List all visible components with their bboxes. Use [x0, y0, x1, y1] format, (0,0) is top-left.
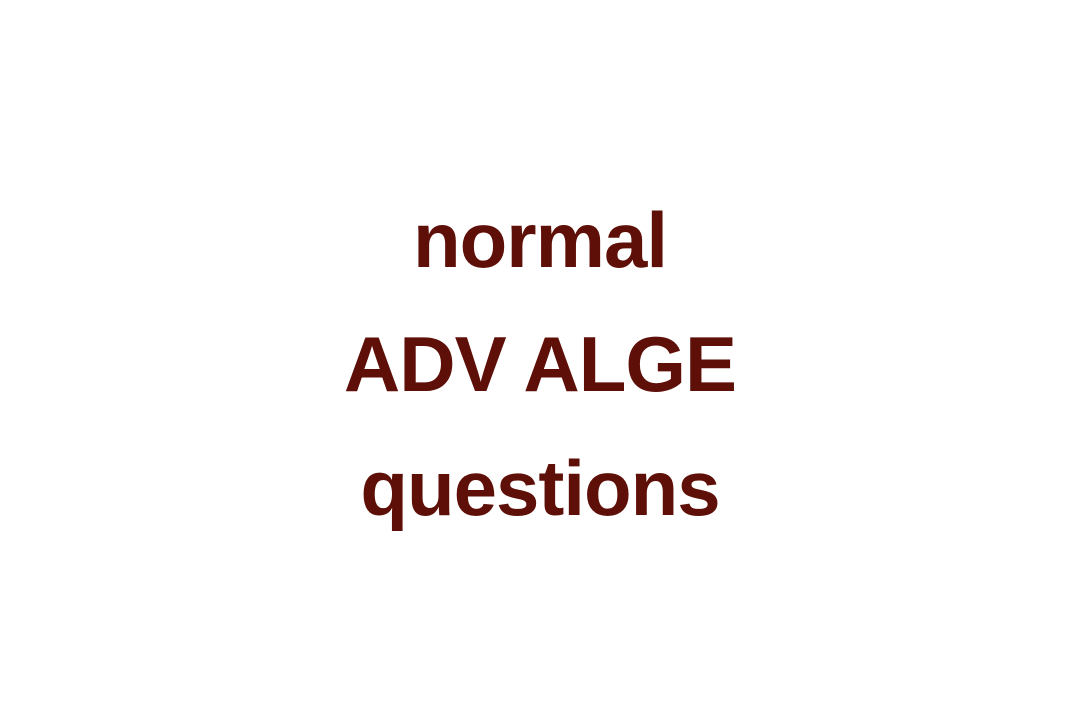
title-line-normal: normal: [412, 196, 668, 284]
title-line-adv-alge: ADV ALGE: [343, 320, 737, 408]
title-line-questions: questions: [360, 444, 720, 532]
